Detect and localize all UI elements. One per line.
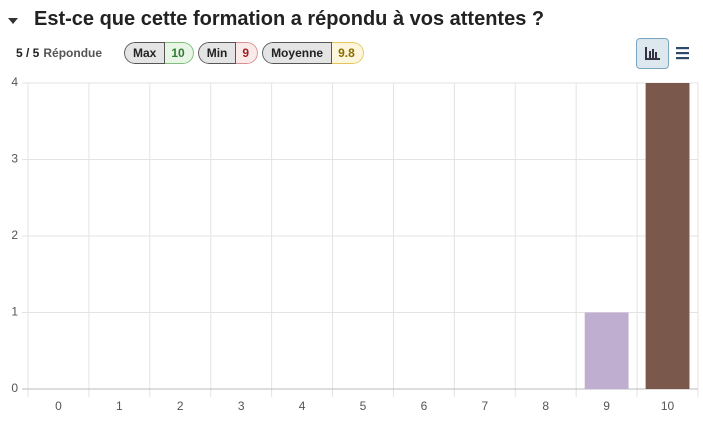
badge-label: Max <box>124 42 166 64</box>
bar <box>645 83 690 389</box>
x-tick-label: 10 <box>661 399 675 413</box>
x-tick-label: 5 <box>360 399 367 413</box>
stat-badges: Max 10 Min 9 Moyenne 9.8 <box>124 42 364 64</box>
badge-label: Moyenne <box>262 42 333 64</box>
x-tick-label: 3 <box>238 399 245 413</box>
y-tick-label: 2 <box>11 228 18 242</box>
badge-value: 9 <box>236 42 259 64</box>
x-tick-label: 4 <box>299 399 306 413</box>
y-tick-label: 1 <box>11 305 18 319</box>
list-view-button[interactable] <box>674 45 692 61</box>
chart-view-button[interactable] <box>636 38 669 69</box>
badge: Max 10 <box>124 42 194 64</box>
y-tick-label: 3 <box>11 152 18 166</box>
y-tick-label: 4 <box>11 75 18 89</box>
badge-value: 9.8 <box>332 42 364 64</box>
badge-label: Min <box>197 42 237 64</box>
collapse-caret[interactable] <box>8 18 18 24</box>
x-tick-label: 8 <box>542 399 549 413</box>
x-tick-label: 1 <box>116 399 123 413</box>
x-tick-label: 0 <box>55 399 62 413</box>
badge: Min 9 <box>197 42 259 64</box>
chart-icon <box>645 47 660 60</box>
x-tick-label: 9 <box>603 399 610 413</box>
badge: Moyenne 9.8 <box>262 42 364 64</box>
x-tick-label: 2 <box>177 399 184 413</box>
response-ratio: 5 / 5 <box>16 46 40 60</box>
response-label: Répondue <box>43 46 103 60</box>
response-count: 5 / 5 Répondue <box>16 46 102 60</box>
y-tick-label: 0 <box>11 381 18 395</box>
x-tick-label: 7 <box>481 399 488 413</box>
question-title: Est-ce que cette formation a répondu à v… <box>34 8 545 30</box>
badge-value: 10 <box>165 42 194 64</box>
x-tick-label: 6 <box>421 399 428 413</box>
bar <box>584 312 629 389</box>
